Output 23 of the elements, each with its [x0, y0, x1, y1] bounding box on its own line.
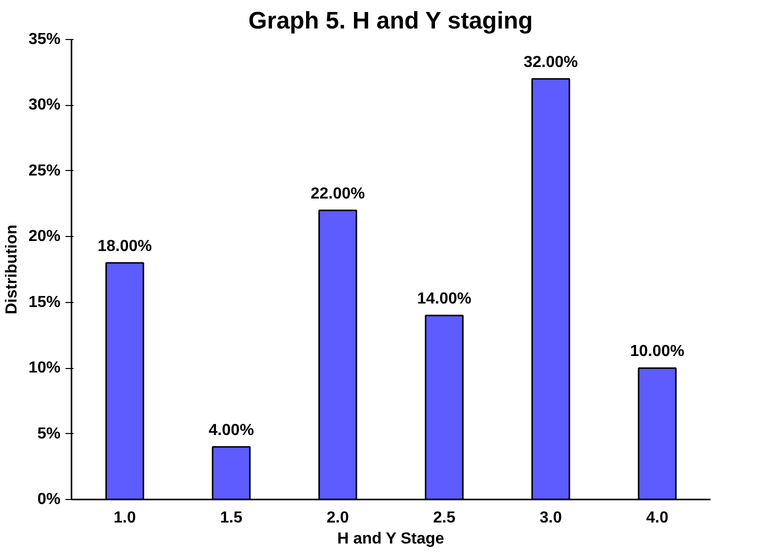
- data-label: 10.00%: [630, 343, 684, 360]
- data-label: 14.00%: [417, 290, 472, 308]
- data-label: 4.00%: [208, 422, 254, 439]
- y-tick-label: 25%: [28, 162, 61, 180]
- x-tick-label: 2.0: [326, 510, 349, 526]
- x-tick-label: 4.0: [646, 510, 668, 526]
- y-tick-label: 0%: [37, 491, 60, 508]
- y-tick-label: 30%: [28, 96, 61, 114]
- y-tick-label: 35%: [28, 31, 61, 48]
- data-label: 32.00%: [524, 54, 578, 71]
- y-tick-label: 15%: [28, 294, 61, 311]
- x-tick-label: 3.0: [540, 510, 562, 526]
- x-tick-label: 1.5: [220, 510, 242, 526]
- y-tick-label: 10%: [28, 360, 61, 377]
- data-label: 22.00%: [310, 185, 365, 202]
- y-axis-title: Distribution: [3, 224, 20, 314]
- y-tick-label: 5%: [37, 425, 60, 442]
- y-tick-label: 20%: [28, 228, 61, 246]
- x-tick-label: 2.5: [433, 510, 456, 526]
- data-label: 18.00%: [98, 238, 152, 255]
- x-axis-title: H and Y Stage: [337, 530, 444, 548]
- x-tick-label: 1.0: [114, 510, 136, 526]
- chart-title: Graph 5. H and Y staging: [248, 8, 533, 34]
